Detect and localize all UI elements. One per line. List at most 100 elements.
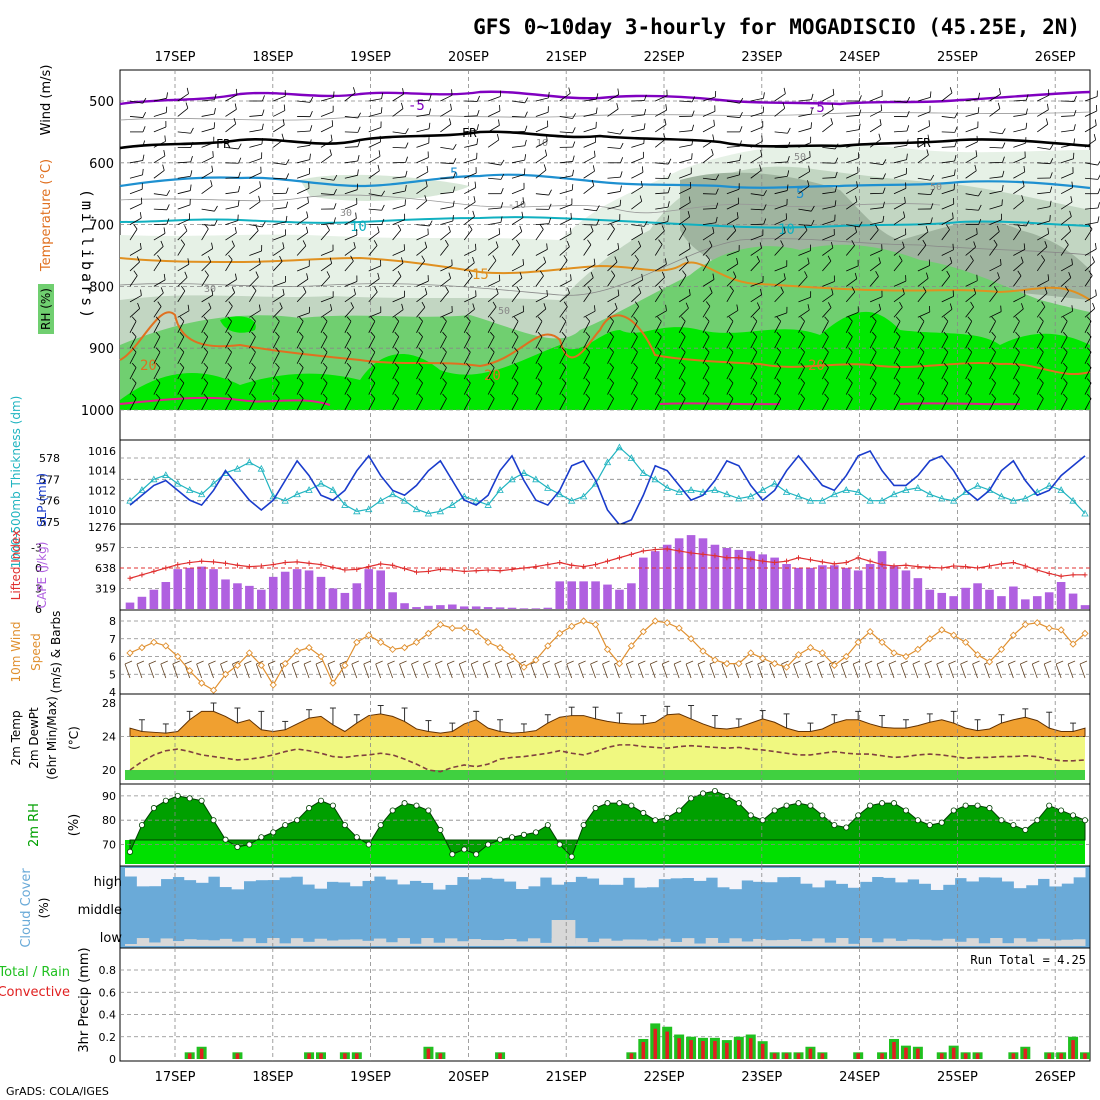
wind-barb-flag [664,258,667,265]
wind-barb-flag [810,205,815,212]
pressure-tick-500: 500 [89,95,114,110]
li-tick-6: 6 [35,603,42,616]
wind-barb-shaft [702,292,713,303]
wind-barb-shaft [774,336,782,349]
lifted-index-point [175,562,181,568]
cape-bar [662,544,672,609]
wind-barb [273,275,286,287]
wind-barb-flag [954,155,957,162]
wind-barb-shaft [678,173,692,179]
rh-point [700,790,707,797]
wind-speed-point [484,638,492,646]
wind-barb-flag [1091,256,1095,263]
wind-barb-shaft [607,191,621,195]
cloud-low-cell [255,943,268,946]
wind-barb [846,195,858,210]
wind-barb [368,378,376,395]
wind-barb [869,270,879,287]
wind-barb-shaft [392,276,402,287]
wind-barb-shaft [750,307,761,318]
cloud-low-cell [148,942,162,946]
wind-barb-flag [594,150,596,157]
wind-barb-shaft [535,223,549,225]
wind-barb-shaft [583,230,594,241]
wind-barb [559,227,572,241]
cloud-low-cell [539,942,553,946]
wind-barb-shaft [249,367,256,380]
surface-barb-shaft [542,663,549,679]
wind-barb-flag [490,331,495,337]
wind-barb-flag [904,196,906,203]
wind-barb [726,378,734,395]
wind-barb [177,304,190,318]
wind-barb [1061,124,1076,133]
wind-barb [225,362,232,380]
precip-convective-bar [796,1053,801,1059]
wind-barb [989,378,996,395]
wind-barb-shaft [583,141,596,148]
wind-barb-shaft [1036,293,1048,303]
wind-barb-flag [133,270,138,276]
surface-barb-shaft [327,663,334,679]
wind-barb-shaft [822,398,829,411]
wind-barb [822,255,832,272]
wind-barb-shaft [1037,94,1050,102]
cape-bar [1080,605,1090,609]
wind-barb-flag [811,219,815,226]
wind-barb-shaft [1084,110,1097,117]
wind-speed-point [365,631,373,639]
wind-barb-flag [380,107,383,114]
wind-barb-shaft [392,398,400,411]
thickness-point [544,484,552,491]
cape-bar [1009,586,1018,609]
cloud-high-cell [433,868,446,890]
surface-barb-flag [876,660,885,665]
wind-barb-shaft [511,244,520,256]
wind-barb-flag [610,224,615,230]
wind-barb-shaft [869,351,877,364]
wind-barb-flag [190,156,193,163]
wind-barb-shaft [750,261,760,272]
wind-barb-flag [418,316,423,322]
cape-bar [531,608,541,609]
wind-barb-shaft [1060,290,1069,303]
cape-bar [734,549,744,609]
wind-barb-flag [1086,316,1092,322]
wind-barb-flag [1039,393,1044,399]
wind-barb-shaft [201,248,213,256]
wind-barb [798,219,815,226]
wind-barb-flag [681,393,686,399]
wind-barb [583,362,591,380]
wind-barb-flag [1022,180,1025,187]
wind-barb-shaft [965,193,979,197]
wind-barb-flag [926,149,929,156]
surface-barb [339,660,348,679]
wind-barb [249,304,261,318]
wind-speed-point [735,659,743,668]
wind-barb [416,151,429,164]
wind-barb-shaft [679,144,692,148]
wind-barb-flag [949,87,953,94]
rh-point [664,814,671,821]
wind-barb-shaft [631,157,644,164]
cape-bar [340,592,350,609]
wind-barb [320,224,330,241]
wind-barb [463,224,473,241]
wind-barb-flag [854,272,858,279]
wind-barb-flag [163,149,166,156]
wind-barb-flag [872,378,877,384]
wind-barb-flag [800,347,805,353]
wind-barb-flag [238,143,242,150]
wind-barb [989,393,996,411]
wind-barb-flag [1063,393,1068,399]
wind-barb [774,198,788,210]
wind-barb [487,378,495,395]
wind-barb [941,290,954,303]
wind-barb [368,150,381,164]
wind-barb [846,306,859,318]
wind-barb [1013,94,1029,102]
wind-barb [845,378,853,395]
wind-barb-shaft [798,276,808,287]
wind-barb [1013,303,1024,318]
wind-barb [201,180,213,195]
